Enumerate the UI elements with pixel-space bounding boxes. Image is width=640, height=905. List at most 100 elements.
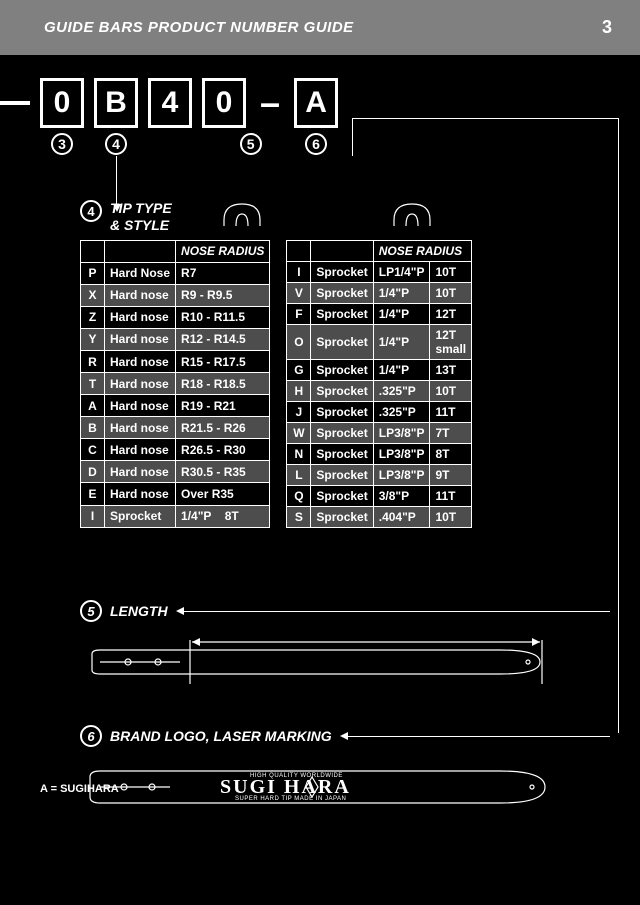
brand-subtext-bottom: SUPER HARD TIP MADE IN JAPAN <box>235 796 346 802</box>
tip-tables: NOSE RADIUS PHard NoseR7XHard noseR9 - R… <box>80 240 610 528</box>
table-row: EHard noseOver R35 <box>81 483 270 505</box>
brand-arrow <box>342 736 610 737</box>
tip-code: O <box>287 324 311 359</box>
tip-code: B <box>81 417 105 439</box>
tip-type: Hard nose <box>105 461 176 483</box>
tip-nose: R7 <box>176 262 270 284</box>
tip-header: 4 TIP TYPE & STYLE <box>80 200 610 234</box>
code-char: 0 <box>54 86 71 120</box>
tip-code: V <box>287 282 311 303</box>
tip-type: Sprocket <box>311 359 373 380</box>
tip-nose: R21.5 - R26 <box>176 417 270 439</box>
table-row: SSprocket.404"P10T <box>287 506 472 527</box>
tip-nose: .404"P <box>373 506 430 527</box>
sprocket-nose-icon <box>392 200 432 228</box>
tip-title-line1: TIP TYPE <box>110 200 172 216</box>
tip-nose: R18 - R18.5 <box>176 373 270 395</box>
tip-teeth: 12Tsmall <box>430 324 472 359</box>
table-row: QSprocket3/8"P11T <box>287 485 472 506</box>
code-box-0: 0 3 <box>40 78 84 128</box>
tip-type: Sprocket <box>311 303 373 324</box>
tip-teeth: 12T <box>430 303 472 324</box>
tip-code: S <box>287 506 311 527</box>
table-row: DHard noseR30.5 - R35 <box>81 461 270 483</box>
tip-circle-4: 4 <box>80 200 102 222</box>
tip-type: Sprocket <box>311 324 373 359</box>
table-row: FSprocket1/4"P12T <box>287 303 472 324</box>
connector-6-top-h <box>352 118 618 119</box>
guide-bar-length-diagram <box>80 632 560 692</box>
tip-code: R <box>81 350 105 372</box>
tip-type: Sprocket <box>311 282 373 303</box>
table-row: HSprocket.325"P10T <box>287 380 472 401</box>
tip-type: Hard nose <box>105 373 176 395</box>
tip-code: F <box>287 303 311 324</box>
brand-note: A = SUGIHARA <box>40 783 119 795</box>
table-row: ISprocketLP1/4"P10T <box>287 261 472 282</box>
tip-title-line2: & STYLE <box>110 217 169 233</box>
tip-nose: 1/4"P <box>373 303 430 324</box>
tip-nose: R15 - R17.5 <box>176 350 270 372</box>
table-row: CHard noseR26.5 - R30 <box>81 439 270 461</box>
tip-code: N <box>287 443 311 464</box>
table-row: NSprocketLP3/8"P8T <box>287 443 472 464</box>
brand-section: 6 BRAND LOGO, LASER MARKING A = SUGIHARA… <box>80 725 610 822</box>
tip-type: Sprocket <box>311 401 373 422</box>
code-char: B <box>105 86 127 120</box>
tip-code: H <box>287 380 311 401</box>
tip-nose: LP1/4"P <box>373 261 430 282</box>
product-code-row: 0 3 B 4 4 0 5 – A 6 <box>0 78 338 128</box>
page-header: GUIDE BARS PRODUCT NUMBER GUIDE 3 <box>0 0 640 55</box>
tip-nose: 1/4"P <box>373 359 430 380</box>
tip-code: G <box>287 359 311 380</box>
tip-code: D <box>81 461 105 483</box>
tip-code: Q <box>287 485 311 506</box>
code-box-3: 0 5 <box>202 78 246 128</box>
tip-nose: 1/4"P 8T <box>176 505 270 527</box>
table-row: YHard noseR12 - R14.5 <box>81 328 270 350</box>
table-row: XHard noseR9 - R9.5 <box>81 284 270 306</box>
tip-nose: .325"P <box>373 380 430 401</box>
tip-teeth: 10T <box>430 282 472 303</box>
tip-code: C <box>81 439 105 461</box>
tip-teeth: 11T <box>430 401 472 422</box>
tip-type: Hard nose <box>105 350 176 372</box>
header-title: GUIDE BARS PRODUCT NUMBER GUIDE <box>44 19 354 36</box>
hard-nose-icon <box>222 200 262 228</box>
tip-type: Sprocket <box>311 506 373 527</box>
tip-nose: R9 - R9.5 <box>176 284 270 306</box>
tip-nose: R19 - R21 <box>176 395 270 417</box>
table-row: RHard noseR15 - R17.5 <box>81 350 270 372</box>
tip-code: E <box>81 483 105 505</box>
tip-code: Z <box>81 306 105 328</box>
tip-code: W <box>287 422 311 443</box>
code-char: 4 <box>162 86 179 120</box>
table-row: AHard noseR19 - R21 <box>81 395 270 417</box>
code-sub-6: 6 <box>305 133 327 155</box>
brand-label: BRAND LOGO, LASER MARKING <box>110 728 332 744</box>
tip-type: Hard nose <box>105 417 176 439</box>
lead-dash <box>0 101 30 105</box>
table-row: ZHard noseR10 - R11.5 <box>81 306 270 328</box>
tip-code: A <box>81 395 105 417</box>
brand-circle-6: 6 <box>80 725 102 747</box>
code-sub-5: 5 <box>240 133 262 155</box>
connector-6 <box>618 118 619 733</box>
tip-type: Sprocket <box>311 422 373 443</box>
tip-type: Sprocket <box>311 485 373 506</box>
tip-code: L <box>287 464 311 485</box>
tip-type: Hard nose <box>105 284 176 306</box>
code-sub-4: 4 <box>105 133 127 155</box>
tip-type: Sprocket <box>105 505 176 527</box>
tip-code: P <box>81 262 105 284</box>
tip-nose: .325"P <box>373 401 430 422</box>
table-row: PHard NoseR7 <box>81 262 270 284</box>
col-nose-radius: NOSE RADIUS <box>373 240 471 261</box>
length-arrow <box>178 611 610 612</box>
tip-type: Sprocket <box>311 464 373 485</box>
table-row: JSprocket.325"P11T <box>287 401 472 422</box>
tip-table-right: NOSE RADIUS ISprocketLP1/4"P10TVSprocket… <box>286 240 472 528</box>
tip-type: Hard nose <box>105 328 176 350</box>
code-box-4: A 6 <box>294 78 338 128</box>
tip-type-section: 4 TIP TYPE & STYLE NOSE RADIUS PHard Nos… <box>80 200 610 528</box>
